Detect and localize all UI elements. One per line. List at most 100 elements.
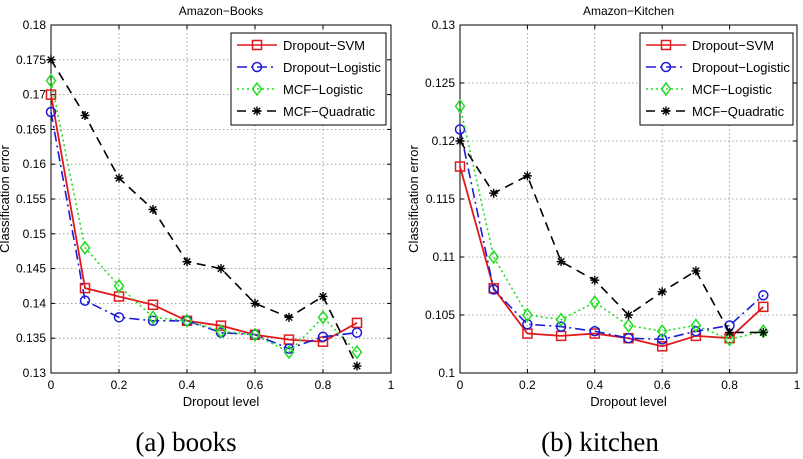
legend-marker <box>252 106 262 116</box>
legend-label: Dropout−Logistic <box>692 60 790 75</box>
legend: Dropout−SVM Dropout−Logistic MCF−Logistic M… <box>639 32 794 126</box>
legend-label: MCF−Logistic <box>692 82 772 97</box>
y-tick-label: 0.13 <box>23 366 47 380</box>
data-point <box>656 323 668 339</box>
x-tick-label: 0 <box>457 378 464 392</box>
legend-marker <box>251 39 263 51</box>
data-point <box>250 298 260 308</box>
x-tick-label: 0.4 <box>179 378 196 392</box>
data-point <box>352 361 362 371</box>
series-line <box>50 80 358 354</box>
data-point <box>45 73 57 88</box>
x-axis-label: Dropout level <box>590 394 667 409</box>
x-tick-label: 0.4 <box>586 378 603 392</box>
axes-frame <box>459 24 798 374</box>
data-point <box>45 89 57 100</box>
x-tick-label: 0.8 <box>315 378 332 392</box>
y-tick-label: 0.16 <box>23 157 47 171</box>
y-tick-label: 0.11 <box>433 250 456 264</box>
series-line <box>50 94 358 343</box>
y-axis-label: Classification error <box>406 145 421 253</box>
data-point <box>656 334 668 345</box>
y-tick-label: 0.1 <box>438 366 455 380</box>
data-point <box>522 171 532 181</box>
x-tick-label: 0.2 <box>519 378 536 392</box>
series-2 <box>45 73 363 360</box>
data-point <box>215 323 227 339</box>
legend-label: MCF−Logistic <box>283 82 363 97</box>
data-point <box>521 307 533 323</box>
data-point <box>113 278 125 294</box>
x-tick-label: 0.6 <box>247 378 264 392</box>
data-point <box>147 299 159 311</box>
y-axis-label: Classification error <box>0 145 12 253</box>
data-point <box>691 266 701 276</box>
data-point <box>454 124 466 135</box>
data-point <box>216 264 226 274</box>
data-point <box>215 320 227 331</box>
data-point <box>489 188 499 198</box>
data-point <box>317 331 329 343</box>
data-point <box>657 287 667 297</box>
data-point <box>284 312 294 322</box>
data-point <box>79 282 91 294</box>
data-point <box>147 310 159 325</box>
series-line <box>459 166 764 348</box>
series-line <box>459 106 764 341</box>
legend-marker <box>661 106 671 116</box>
chart-title: Amazon−Books <box>179 4 263 18</box>
y-tick-label: 0.125 <box>425 76 455 90</box>
y-tick-label: 0.165 <box>16 122 46 136</box>
y-tick-label: 0.14 <box>23 296 47 310</box>
data-point <box>454 161 466 172</box>
y-tick-label: 0.18 <box>23 18 47 32</box>
axes-frame <box>50 24 392 374</box>
data-point <box>488 284 499 295</box>
data-point <box>758 327 768 337</box>
y-tick-label: 0.115 <box>426 192 455 206</box>
data-point <box>758 290 769 301</box>
data-point <box>79 240 91 255</box>
legend-label: Dropout−SVM <box>692 38 774 53</box>
data-point <box>623 318 634 333</box>
legend-marker <box>660 61 672 73</box>
data-point <box>249 327 261 342</box>
data-point <box>181 313 193 329</box>
data-point <box>623 332 634 344</box>
legend-label: Dropout−SVM <box>283 38 365 53</box>
data-point <box>758 301 769 313</box>
data-point <box>80 110 90 120</box>
x-tick-label: 1 <box>794 378 801 392</box>
chart-title: Amazon−Kitchen <box>583 4 674 18</box>
data-point <box>656 341 668 352</box>
panel-amazon-kitchen: 0 0.2 0.4 0.6 0.8 1 0.1 0.105 0.11 0.115 0.12 0.125… <box>406 4 801 457</box>
data-point <box>690 318 702 333</box>
y-tick-label: 0.15 <box>23 227 47 241</box>
data-point <box>148 204 158 214</box>
x-tick-label: 1 <box>388 378 395 392</box>
y-tick-label: 0.13 <box>432 18 456 32</box>
data-point <box>182 257 192 267</box>
y-tick-label: 0.145 <box>16 262 46 276</box>
data-point <box>113 312 125 323</box>
data-point <box>724 332 736 347</box>
y-tick-label: 0.175 <box>16 53 46 67</box>
x-tick-label: 0.2 <box>111 378 128 392</box>
y-tick-label: 0.135 <box>16 331 46 345</box>
x-tick-label: 0 <box>48 378 55 392</box>
legend-marker <box>660 39 672 51</box>
data-point <box>455 136 465 146</box>
legend-label: Dropout−Logistic <box>283 60 381 75</box>
series-line <box>459 129 764 341</box>
legend-marker <box>251 61 263 73</box>
data-point <box>317 310 329 325</box>
legend: Dropout−SVM Dropout−Logistic MCF−Logistic M… <box>230 32 387 126</box>
legend-label: MCF−Quadratic <box>692 104 785 119</box>
data-point <box>114 173 124 183</box>
data-point <box>725 327 735 337</box>
data-point <box>624 310 633 320</box>
figure-caption: (a) books <box>135 427 236 457</box>
panel-amazon-books: 0 0.2 0.4 0.6 0.8 1 0.13 0.135 0.14 0.145 0.15 0.15… <box>0 4 395 457</box>
y-tick-label: 0.17 <box>23 88 47 102</box>
